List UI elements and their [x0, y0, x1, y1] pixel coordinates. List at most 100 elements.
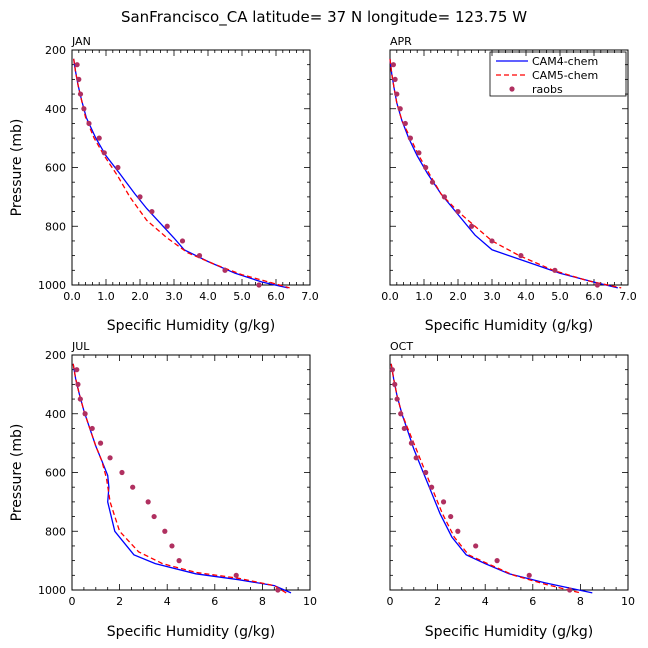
raobs-point — [494, 558, 500, 564]
x-tick-label: 3.0 — [165, 290, 183, 303]
raobs-point — [413, 455, 419, 461]
panel-label-apr: APR — [390, 35, 412, 48]
raobs-point — [176, 558, 182, 564]
y-axis-label-bottom-left: Pressure (mb) — [9, 424, 25, 522]
x-tick-label: 4.0 — [517, 290, 535, 303]
raobs-point — [392, 76, 398, 82]
x-tick-label: 0 — [69, 595, 76, 608]
y-axis-label-top-left: Pressure (mb) — [9, 119, 25, 217]
raobs-point — [81, 106, 87, 112]
x-tick-label: 4.0 — [199, 290, 217, 303]
raobs-point — [455, 208, 461, 215]
figure-title: SanFrancisco_CA latitude= 37 N longitude… — [121, 8, 527, 27]
raobs-point — [89, 425, 95, 432]
raobs-point — [423, 469, 429, 476]
raobs-point — [74, 62, 80, 68]
raobs-point — [567, 587, 573, 593]
x-tick-label: 3.0 — [483, 290, 501, 303]
raobs-point — [392, 381, 398, 387]
cam4-line-oct — [390, 363, 593, 594]
x-tick-label: 4 — [164, 595, 171, 608]
raobs-point — [82, 411, 88, 417]
cam5-line-apr — [389, 58, 622, 289]
raobs-point — [86, 120, 92, 127]
x-tick-label: 4 — [482, 595, 489, 608]
x-axis-label-jan: Specific Humidity (g/kg) — [107, 318, 275, 334]
raobs-point — [429, 179, 436, 185]
raobs-point — [130, 484, 136, 490]
raobs-point — [179, 238, 186, 244]
raobs-point — [97, 440, 104, 446]
raobs-point — [77, 396, 83, 402]
x-tick-label: 6 — [529, 595, 536, 608]
y-tick-label: 800 — [45, 525, 66, 538]
x-tick-label: 5.0 — [233, 290, 251, 303]
x-tick-label: 0.0 — [381, 290, 399, 303]
raobs-point — [137, 194, 143, 200]
raobs-point — [408, 440, 415, 446]
raobs-point — [594, 282, 601, 288]
raobs-point — [469, 223, 475, 229]
raobs-point — [169, 543, 175, 549]
raobs-point — [149, 208, 155, 215]
x-tick-label: 2.0 — [131, 290, 149, 303]
x-tick-label: 10 — [303, 595, 317, 608]
raobs-point — [402, 120, 408, 127]
x-tick-label: 6 — [211, 595, 218, 608]
y-tick-label: 1000 — [38, 584, 66, 597]
raobs-point — [407, 135, 413, 141]
x-axis-label-apr: Specific Humidity (g/kg) — [425, 318, 593, 334]
raobs-point — [151, 513, 157, 520]
x-tick-label: 0 — [387, 595, 394, 608]
x-tick-label: 10 — [621, 595, 635, 608]
legend-marker-raobs — [509, 86, 515, 92]
panel-label-oct: OCT — [390, 340, 413, 353]
x-tick-label: 8 — [259, 595, 266, 608]
raobs-point — [401, 425, 407, 432]
raobs-point — [390, 62, 396, 68]
raobs-point — [74, 367, 80, 373]
x-tick-label: 5.0 — [551, 290, 569, 303]
raobs-point — [397, 106, 403, 112]
cam5-line-oct — [390, 363, 581, 594]
x-tick-label: 8 — [577, 595, 584, 608]
raobs-point — [473, 543, 479, 549]
raobs-point — [76, 76, 82, 82]
raobs-point — [398, 411, 404, 417]
raobs-point — [489, 238, 495, 244]
x-tick-label: 7.0 — [301, 290, 319, 303]
raobs-point — [101, 150, 107, 156]
raobs-point — [222, 267, 228, 273]
x-tick-label: 6.0 — [267, 290, 285, 303]
raobs-point — [552, 267, 558, 273]
legend-label-cam4: CAM4-chem — [532, 55, 598, 68]
panel-label-jul: JUL — [71, 340, 90, 353]
y-tick-label: 400 — [45, 103, 66, 116]
raobs-point — [518, 253, 524, 259]
raobs-point — [145, 499, 151, 505]
raobs-point — [162, 528, 168, 534]
panel-label-jan: JAN — [71, 35, 91, 48]
raobs-point — [96, 135, 102, 141]
raobs-point — [196, 253, 203, 259]
y-tick-label: 600 — [45, 467, 66, 480]
raobs-point — [394, 91, 400, 97]
y-tick-label: 200 — [45, 44, 66, 57]
raobs-point — [256, 282, 262, 288]
y-tick-label: 1000 — [38, 279, 66, 292]
x-tick-label: 2 — [434, 595, 441, 608]
x-tick-label: 1.0 — [97, 290, 115, 303]
legend-label-cam5: CAM5-chem — [532, 69, 598, 82]
raobs-point — [164, 223, 170, 229]
cam4-line-jul — [72, 363, 292, 594]
panel-oct: 0 2 4 6 8 10 — [387, 354, 635, 608]
raobs-point — [275, 587, 281, 593]
x-tick-label: 2.0 — [449, 290, 467, 303]
y-tick-label: 400 — [45, 408, 66, 421]
raobs-point — [233, 572, 239, 578]
cam5-line-jan — [73, 58, 290, 289]
x-tick-label: 6.0 — [585, 290, 603, 303]
